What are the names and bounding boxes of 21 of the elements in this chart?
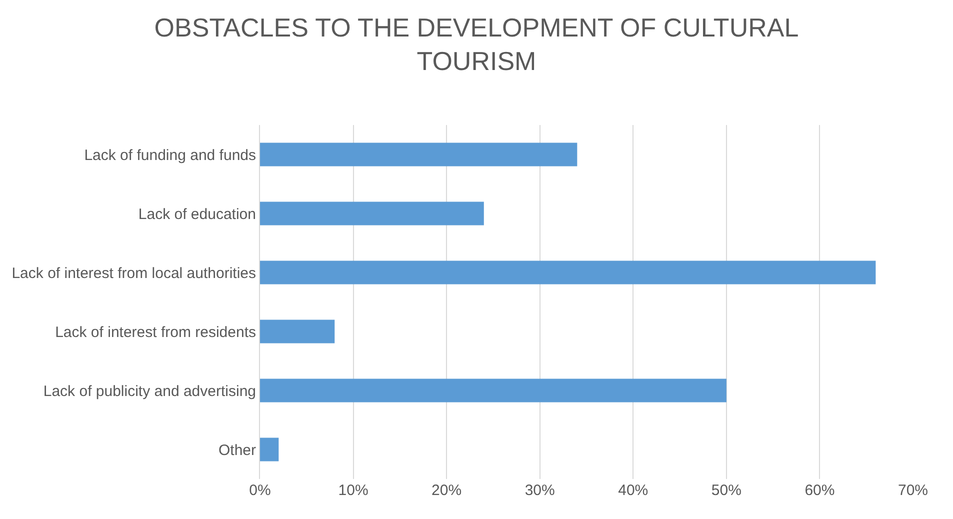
- y-tick-label: Lack of education: [138, 206, 256, 223]
- bar: [260, 320, 335, 344]
- bar: [260, 260, 876, 284]
- y-tick-label: Lack of publicity and advertising: [43, 382, 256, 400]
- x-tick-label: 70%: [898, 482, 928, 499]
- y-tick-label: Lack of interest from residents: [55, 324, 256, 341]
- bar: [260, 378, 726, 402]
- x-tick-label: 50%: [711, 482, 742, 499]
- x-tick-label: 30%: [524, 482, 555, 499]
- bar: [260, 438, 279, 462]
- bar: [260, 142, 578, 166]
- y-tick-label: Lack of interest from local authorities: [12, 264, 256, 282]
- x-tick-label: 40%: [618, 482, 648, 499]
- chart-title: OBSTACLES TO THE DEVELOPMENT OF CULTURAL TOURISM: [154, 12, 799, 76]
- x-tick-label: 0%: [249, 482, 271, 499]
- x-tick-label: 10%: [338, 482, 368, 499]
- y-tick-label: Lack of funding and funds: [84, 146, 256, 164]
- bar: [260, 202, 484, 226]
- x-tick-label: 20%: [432, 482, 462, 499]
- y-tick-label: Other: [218, 442, 256, 459]
- x-tick-label: 60%: [804, 482, 835, 499]
